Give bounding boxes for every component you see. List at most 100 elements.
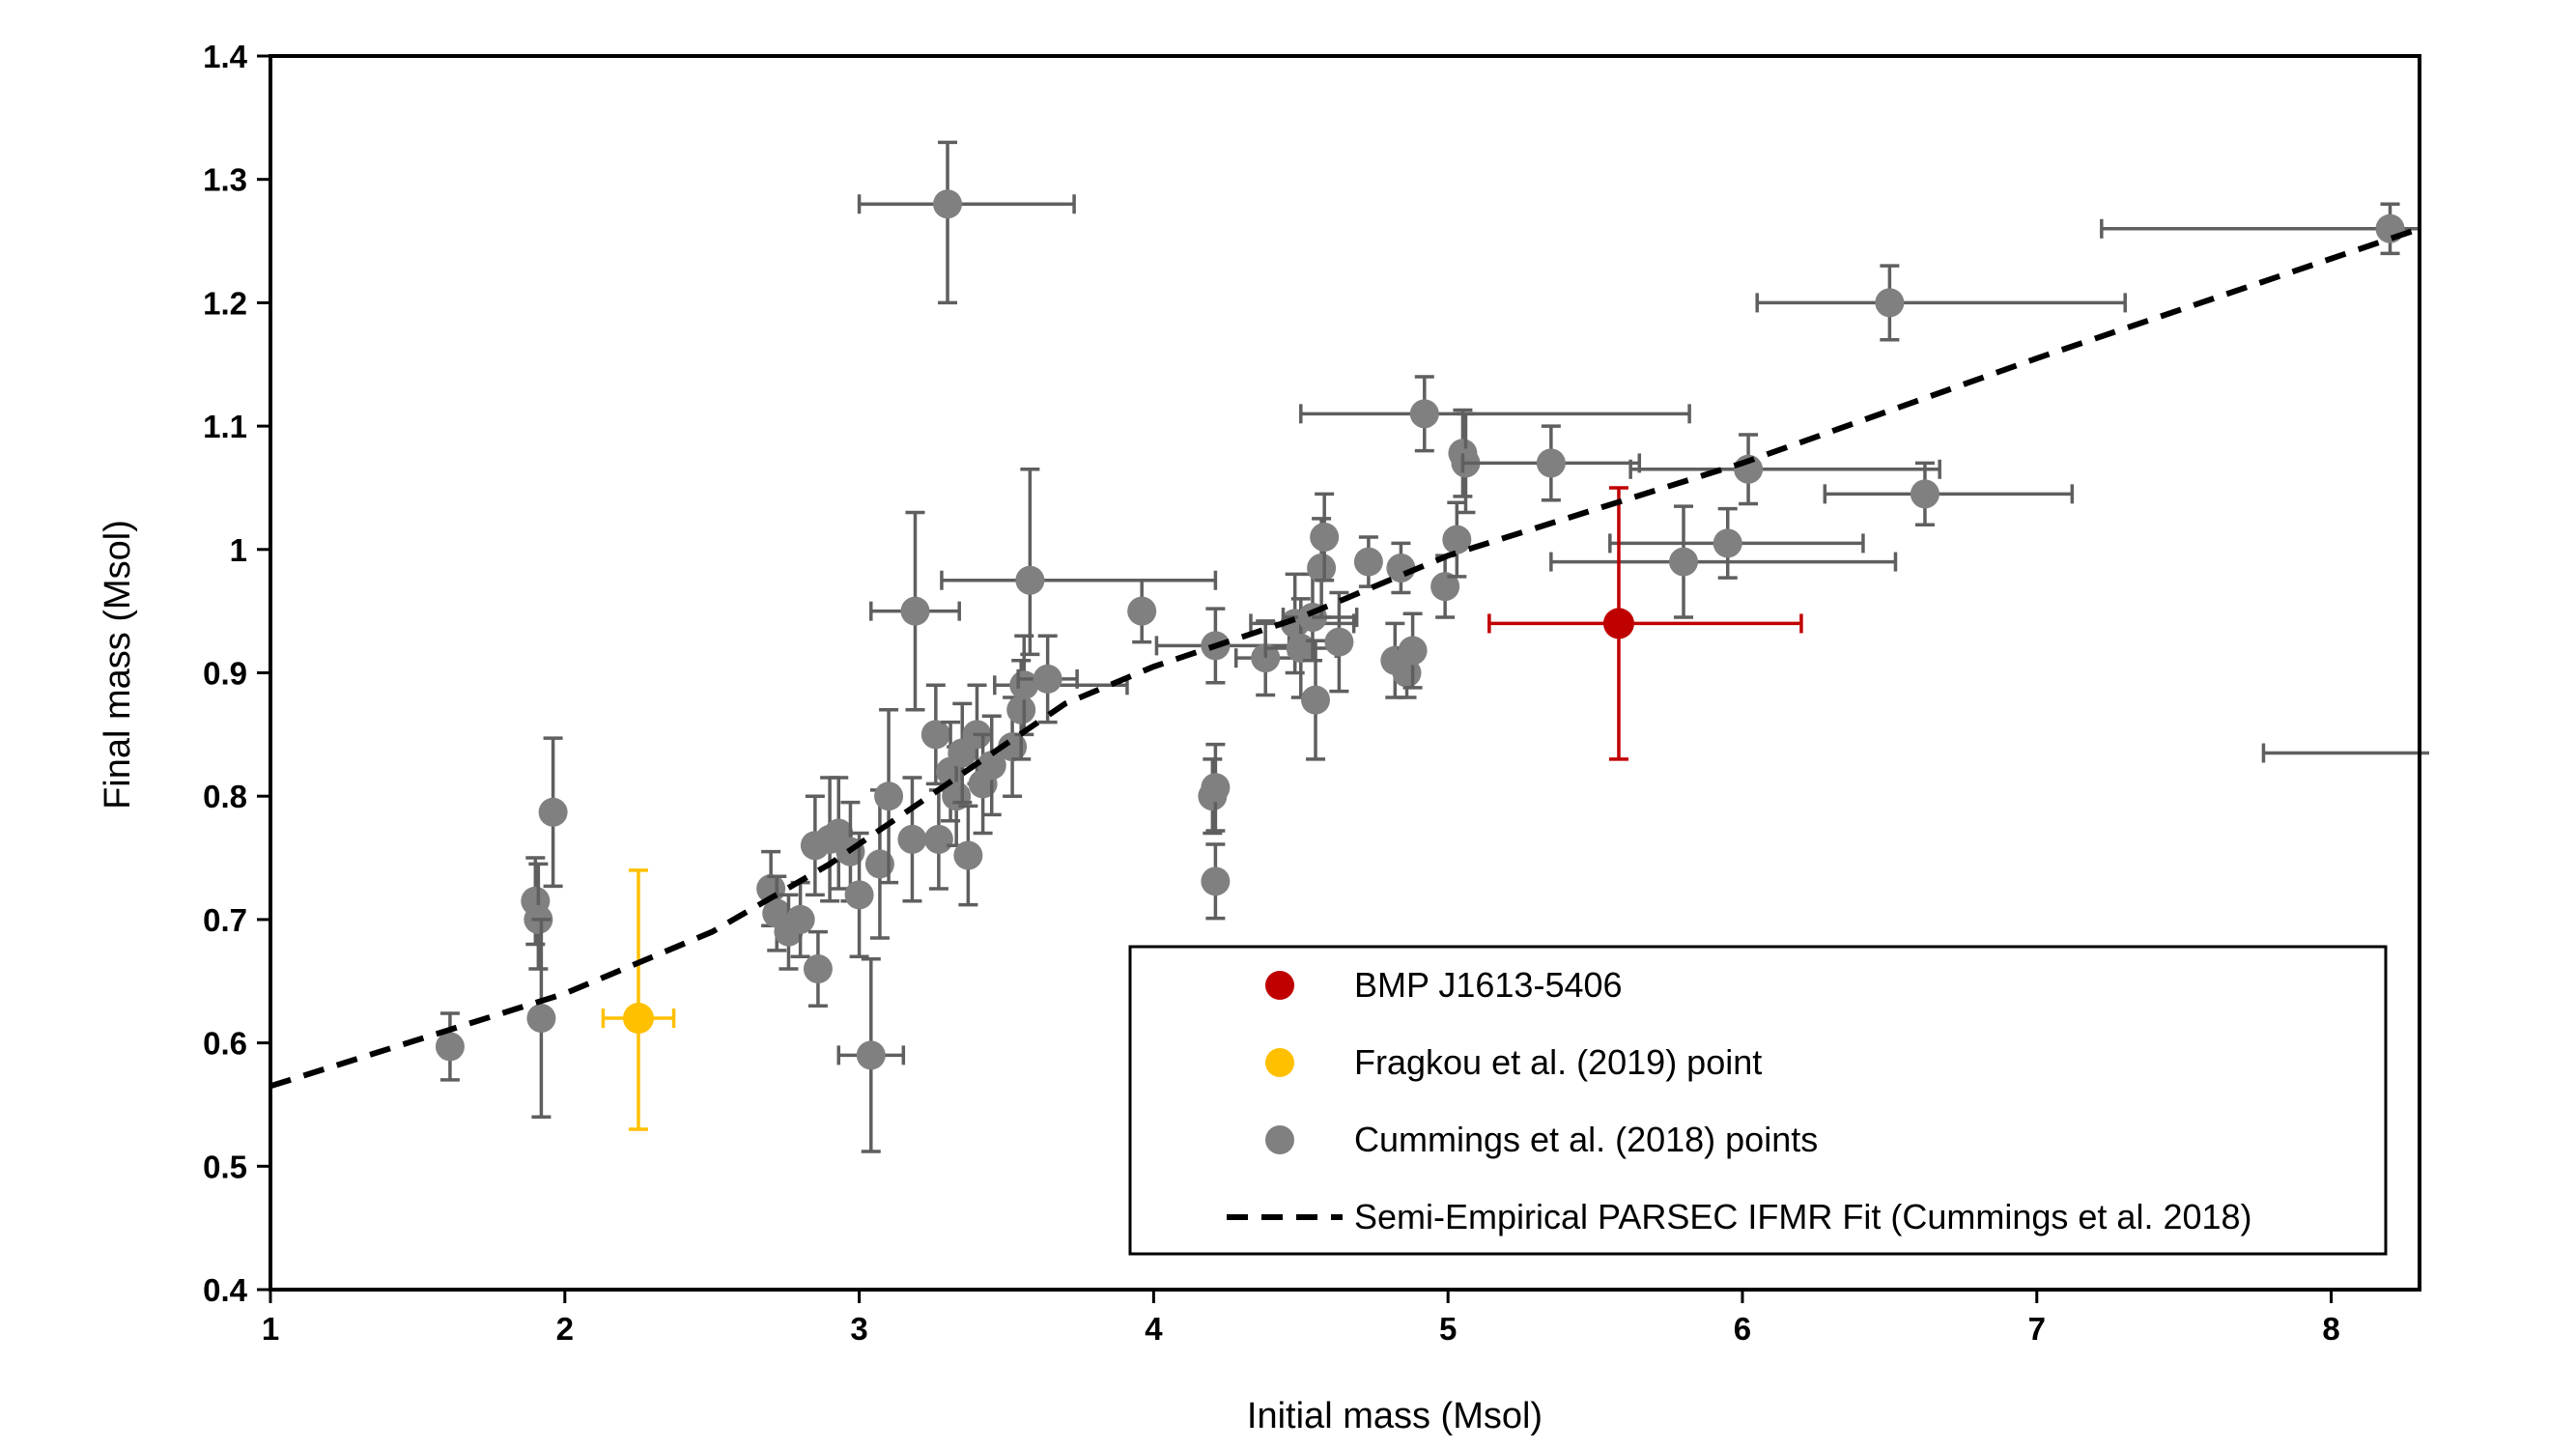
chart-axes: 1 2 3 4 5 6 7 8 0.4 0.5 0.6 0.7 0.8 0.9 1 1.1 1.2 1.3 1.4 [203, 39, 2421, 1347]
point-marker [1201, 773, 1231, 803]
data-point [2100, 202, 2421, 256]
y-tick-label: 0.6 [203, 1026, 247, 1062]
data-point [1201, 842, 1231, 921]
data-point [1301, 639, 1331, 761]
data-point [897, 776, 927, 903]
data-point [844, 831, 874, 958]
legend-item: Semi-Empirical PARSEC IFMR Fit (Cummings… [1227, 1197, 2252, 1236]
point-marker [1713, 528, 1742, 558]
x-tick-label: 7 [2028, 1311, 2046, 1347]
point-marker [1910, 479, 1939, 509]
legend-item: Cummings et al. (2018) points [1265, 1120, 1818, 1159]
data-point [869, 510, 961, 712]
legend-swatch [1265, 971, 1294, 1000]
y-axis-title: Final mass (Msol) [98, 520, 138, 810]
point-marker [1669, 547, 1699, 577]
point-marker [622, 1003, 654, 1035]
point-marker [1301, 685, 1331, 715]
x-tick-label: 5 [1439, 1311, 1457, 1347]
point-marker [1310, 523, 1340, 553]
x-tick-label: 1 [262, 1311, 279, 1347]
point-marker [1201, 867, 1231, 896]
data-point [601, 868, 676, 1131]
point-marker [1006, 695, 1036, 724]
legend-label: Cummings et al. (2018) points [1354, 1120, 1818, 1159]
point-marker [1353, 547, 1383, 577]
x-axis-title: Initial mass (Msol) [1247, 1396, 1543, 1436]
x-tick-label: 3 [850, 1311, 867, 1347]
y-tick-label: 0.4 [203, 1272, 248, 1308]
y-tick-label: 0.9 [203, 656, 247, 692]
x-tick-label: 6 [1734, 1311, 1751, 1347]
y-tick-label: 0.7 [203, 902, 247, 938]
data-point [940, 468, 1218, 657]
data-point [1442, 500, 1472, 579]
data-point [1460, 424, 1642, 502]
point-marker [1442, 525, 1472, 554]
data-point [524, 862, 553, 971]
data-point [920, 683, 950, 786]
data-point [953, 804, 983, 907]
x-tick-label: 8 [2322, 1311, 2339, 1347]
point-marker [803, 953, 833, 983]
y-tick-label: 0.5 [203, 1149, 247, 1184]
data-point [1353, 535, 1383, 588]
point-marker [953, 840, 983, 870]
point-marker [1033, 664, 1062, 694]
data-point [526, 918, 556, 1119]
legend-swatch [1265, 1125, 1294, 1154]
data-point [1487, 486, 1803, 761]
point-marker [1251, 643, 1281, 673]
point-marker [1398, 636, 1428, 666]
chart-marks [270, 140, 2429, 1153]
point-marker [1015, 565, 1045, 595]
data-point [435, 1011, 465, 1082]
point-marker [923, 824, 953, 854]
point-marker [933, 189, 963, 219]
point-marker [785, 904, 815, 934]
point-marker [526, 1004, 556, 1034]
data-point [857, 140, 1076, 305]
y-tick-label: 1.1 [203, 409, 247, 444]
data-point [1608, 506, 1865, 580]
data-point [874, 708, 904, 885]
point-marker [1602, 608, 1634, 639]
y-tick-label: 1.4 [203, 39, 248, 74]
y-tick-label: 1.3 [203, 162, 247, 198]
point-marker [2375, 213, 2405, 243]
data-point [1299, 375, 1691, 453]
data-point [1386, 541, 1416, 595]
data-point [1310, 492, 1340, 582]
point-marker [900, 596, 930, 626]
x-tick-label: 2 [556, 1311, 574, 1347]
legend-item: BMP J1613-5406 [1265, 965, 1623, 1005]
y-tick-label: 1 [230, 532, 247, 568]
point-marker [1409, 399, 1439, 429]
data-point [803, 929, 833, 1009]
point-marker [844, 880, 874, 910]
data-point [836, 957, 906, 1153]
data-point [977, 714, 1006, 817]
point-marker [538, 797, 568, 827]
data-point [1755, 264, 2127, 342]
chart-legend: BMP J1613-5406 Fragkou et al. (2019) poin… [1128, 945, 2388, 1256]
data-point [1016, 634, 1079, 724]
point-marker [874, 781, 904, 811]
point-marker [1875, 288, 1905, 318]
legend-swatch [1265, 1048, 1294, 1077]
point-marker [977, 751, 1006, 781]
data-point [1127, 578, 1157, 644]
data-point [2261, 743, 2429, 763]
point-marker [1430, 572, 1460, 602]
x-tick-label: 4 [1145, 1311, 1163, 1347]
y-tick-label: 1.2 [203, 285, 247, 321]
data-point [1201, 742, 1231, 833]
data-point [1549, 504, 1898, 619]
legend-label: BMP J1613-5406 [1354, 965, 1623, 1005]
point-marker [1324, 627, 1354, 657]
legend-label: Fragkou et al. (2019) point [1354, 1042, 1762, 1082]
data-point [1398, 611, 1428, 690]
point-marker [1127, 596, 1157, 626]
legend-box [1128, 945, 2388, 1256]
point-marker [435, 1032, 465, 1062]
